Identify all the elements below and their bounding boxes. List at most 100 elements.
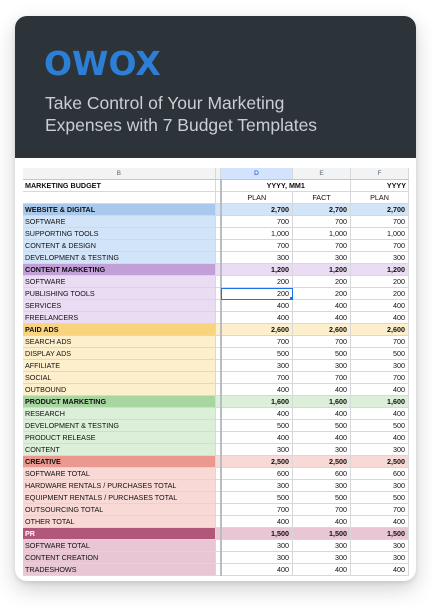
value-cell[interactable]: 200 [350, 287, 409, 300]
value-cell[interactable]: 500 [350, 419, 409, 432]
group-total-cell[interactable]: 1,200 [220, 263, 293, 276]
group-label[interactable]: PRODUCT MARKETING [23, 395, 216, 408]
item-label[interactable]: PUBLISHING TOOLS [23, 287, 216, 300]
group-label[interactable]: PAID ADS [23, 323, 216, 336]
item-label[interactable]: AFFILIATE [23, 359, 216, 372]
value-cell[interactable]: 600 [350, 467, 409, 480]
value-cell[interactable]: 1,000 [220, 227, 293, 240]
group-total-cell[interactable]: 1,200 [292, 263, 351, 276]
value-cell[interactable]: 600 [292, 467, 351, 480]
value-cell[interactable]: 400 [220, 515, 293, 528]
item-label[interactable]: SOFTWARE TOTAL [23, 467, 216, 480]
value-cell[interactable]: 700 [292, 215, 351, 228]
value-cell[interactable]: 300 [220, 551, 293, 564]
item-label[interactable]: CONTENT CREATION [23, 551, 216, 564]
value-cell[interactable]: 300 [292, 539, 351, 552]
value-cell[interactable]: 300 [220, 359, 293, 372]
group-total-cell[interactable]: 2,600 [220, 323, 293, 336]
value-cell[interactable]: 500 [220, 419, 293, 432]
group-total-cell[interactable]: 1,600 [220, 395, 293, 408]
value-cell[interactable]: 400 [350, 515, 409, 528]
item-label[interactable]: CONTENT & DESIGN [23, 239, 216, 252]
value-cell[interactable]: 1,000 [292, 227, 351, 240]
item-label[interactable]: DEVELOPMENT & TESTING [23, 419, 216, 432]
plan-header[interactable]: PLAN [220, 191, 293, 204]
group-total-cell[interactable]: 2,700 [350, 203, 409, 216]
group-total-cell[interactable]: 2,600 [292, 323, 351, 336]
item-label[interactable]: OTHER TOTAL [23, 515, 216, 528]
group-label[interactable]: CREATIVE [23, 455, 216, 468]
value-cell[interactable]: 700 [350, 335, 409, 348]
value-cell[interactable]: 300 [350, 551, 409, 564]
selected-cell[interactable]: 200 [220, 287, 293, 300]
value-cell[interactable]: 500 [350, 491, 409, 504]
value-cell[interactable]: 400 [220, 431, 293, 444]
value-cell[interactable]: 500 [292, 419, 351, 432]
value-cell[interactable]: 500 [292, 491, 351, 504]
item-label[interactable]: SUPPORTING TOOLS [23, 227, 216, 240]
group-total-cell[interactable]: 2,500 [220, 455, 293, 468]
item-label[interactable]: DEVELOPMENT & TESTING [23, 251, 216, 264]
item-label[interactable]: SERVICES [23, 299, 216, 312]
column-header[interactable]: D [220, 168, 293, 180]
value-cell[interactable]: 500 [220, 347, 293, 360]
value-cell[interactable]: 400 [220, 563, 293, 576]
value-cell[interactable]: 400 [350, 407, 409, 420]
sheet-title[interactable]: MARKETING BUDGET [23, 179, 216, 192]
value-cell[interactable]: 700 [350, 215, 409, 228]
value-cell[interactable]: 400 [220, 299, 293, 312]
value-cell[interactable]: 700 [292, 239, 351, 252]
value-cell[interactable]: 500 [350, 347, 409, 360]
value-cell[interactable]: 700 [350, 371, 409, 384]
group-total-cell[interactable]: 2,700 [292, 203, 351, 216]
empty-cell[interactable] [23, 191, 216, 204]
item-label[interactable]: PRODUCT RELEASE [23, 431, 216, 444]
item-label[interactable]: HARDWARE RENTALS / PURCHASES TOTAL [23, 479, 216, 492]
value-cell[interactable]: 400 [350, 299, 409, 312]
fact-header[interactable]: FACT [292, 191, 351, 204]
item-label[interactable]: DISPLAY ADS [23, 347, 216, 360]
item-label[interactable]: OUTSOURCING TOTAL [23, 503, 216, 516]
value-cell[interactable]: 300 [350, 359, 409, 372]
value-cell[interactable]: 300 [220, 539, 293, 552]
value-cell[interactable]: 700 [292, 503, 351, 516]
value-cell[interactable]: 200 [350, 275, 409, 288]
value-cell[interactable]: 300 [292, 551, 351, 564]
value-cell[interactable]: 400 [220, 407, 293, 420]
value-cell[interactable]: 500 [220, 491, 293, 504]
group-label[interactable]: WEBSITE & DIGITAL [23, 203, 216, 216]
group-total-cell[interactable]: 2,500 [292, 455, 351, 468]
value-cell[interactable]: 400 [292, 563, 351, 576]
value-cell[interactable]: 700 [350, 239, 409, 252]
group-total-cell[interactable]: 1,200 [350, 263, 409, 276]
column-header[interactable]: E [292, 168, 351, 180]
value-cell[interactable]: 200 [220, 275, 293, 288]
item-label[interactable]: SOFTWARE [23, 275, 216, 288]
value-cell[interactable]: 300 [292, 251, 351, 264]
item-label[interactable]: CONTENT [23, 443, 216, 456]
value-cell[interactable]: 400 [292, 311, 351, 324]
value-cell[interactable]: 300 [220, 443, 293, 456]
group-total-cell[interactable]: 1,500 [350, 527, 409, 540]
value-cell[interactable]: 300 [292, 359, 351, 372]
value-cell[interactable]: 400 [350, 383, 409, 396]
value-cell[interactable]: 400 [292, 383, 351, 396]
group-total-cell[interactable]: 2,600 [350, 323, 409, 336]
item-label[interactable]: OUTBOUND [23, 383, 216, 396]
value-cell[interactable]: 400 [292, 299, 351, 312]
item-label[interactable]: EQUIPMENT RENTALS / PURCHASES TOTAL [23, 491, 216, 504]
value-cell[interactable]: 300 [350, 479, 409, 492]
group-label[interactable]: PR [23, 527, 216, 540]
value-cell[interactable]: 300 [292, 479, 351, 492]
value-cell[interactable]: 400 [292, 515, 351, 528]
item-label[interactable]: FREELANCERS [23, 311, 216, 324]
period-cell[interactable]: YYYY, MM1 [220, 179, 351, 192]
value-cell[interactable]: 300 [220, 251, 293, 264]
item-label[interactable]: SOCIAL [23, 371, 216, 384]
value-cell[interactable]: 600 [220, 467, 293, 480]
value-cell[interactable]: 400 [292, 407, 351, 420]
value-cell[interactable]: 300 [220, 479, 293, 492]
value-cell[interactable]: 700 [220, 335, 293, 348]
group-total-cell[interactable]: 1,500 [292, 527, 351, 540]
value-cell[interactable]: 700 [220, 371, 293, 384]
